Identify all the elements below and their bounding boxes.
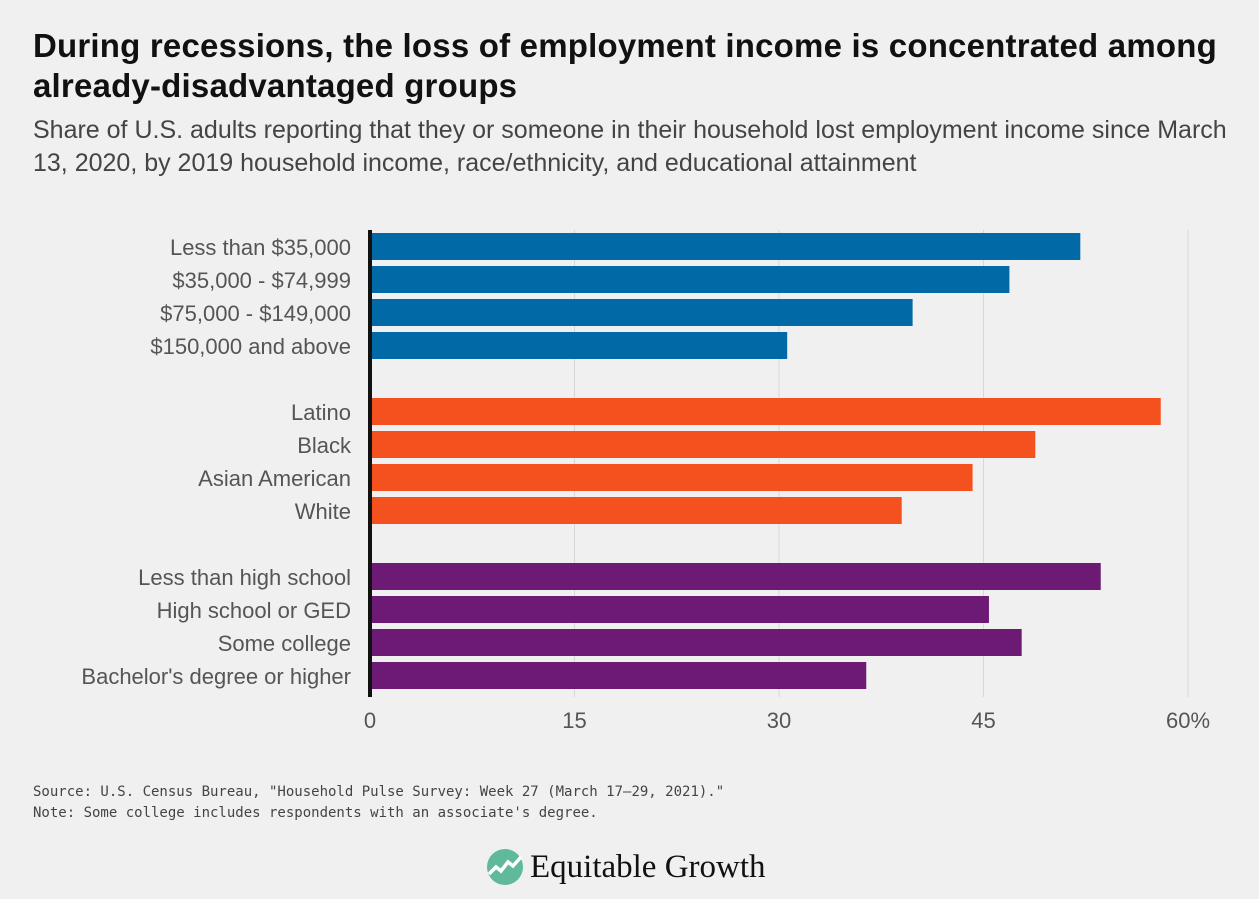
bar [370,398,1161,425]
category-label: Latino [291,400,351,425]
bar [370,233,1081,260]
bar [370,464,973,491]
x-tick-label: 60% [1166,708,1210,733]
note-text: Note: Some college includes respondents … [33,805,598,821]
chart-title: During recessions, the loss of employmen… [33,27,1217,104]
category-label: $150,000 and above [150,334,351,359]
bar [370,431,1036,458]
bar [370,266,1010,293]
category-label: Black [297,433,352,458]
bar [370,629,1022,656]
bar [370,596,989,623]
trend-up-circle-icon [487,849,523,885]
category-label: Some college [218,631,351,656]
x-tick-label: 45 [971,708,995,733]
category-label: $35,000 - $74,999 [172,268,351,293]
category-label: High school or GED [157,598,351,623]
category-label: Less than $35,000 [170,235,351,260]
category-label: White [295,499,351,524]
logo-text: Equitable Growth [530,848,766,885]
bar [370,332,788,359]
category-label: Bachelor's degree or higher [81,664,351,689]
bar [370,497,902,524]
category-label: Less than high school [138,565,351,590]
x-tick-label: 30 [767,708,791,733]
bar [370,563,1101,590]
chart-subtitle: Share of U.S. adults reporting that they… [33,116,1227,177]
category-label: $75,000 - $149,000 [160,301,351,326]
bar [370,299,913,326]
footnotes: Source: U.S. Census Bureau, "Household P… [33,782,724,824]
x-tick-label: 15 [562,708,586,733]
bar [370,662,867,689]
bar-chart: 0 15 30 45 60% Less than $35,000 $35,000 - $74… [81,230,1210,733]
category-label: Asian American [198,466,351,491]
x-tick-label: 0 [364,708,376,733]
source-text: Source: U.S. Census Bureau, "Household P… [33,784,725,800]
logo: Equitable Growth [486,848,766,886]
